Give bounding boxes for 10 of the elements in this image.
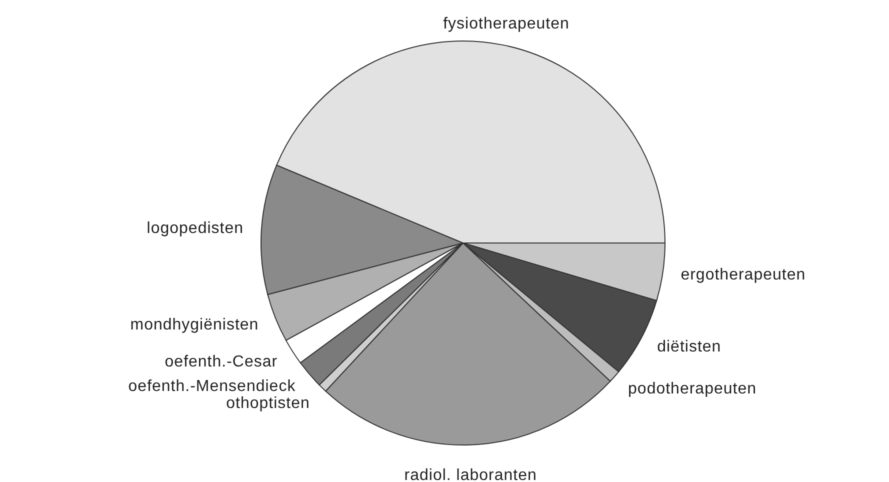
slice-label: mondhygiënisten — [130, 316, 259, 334]
slice-label: fysiotherapeuten — [443, 15, 570, 32]
slice-label: podotherapeuten — [628, 380, 757, 398]
slice-label: logopedisten — [146, 220, 244, 237]
slice-label: oefenth.-Mensendieck — [128, 378, 296, 395]
slice-label: ergotherapeuten — [680, 266, 806, 284]
slice-label: oefenth.-Cesar — [164, 353, 278, 370]
slice-label: radiol. laboranten — [404, 466, 537, 482]
slice-label: othoptisten — [226, 394, 310, 412]
slice-label: diëtisten — [657, 338, 722, 356]
